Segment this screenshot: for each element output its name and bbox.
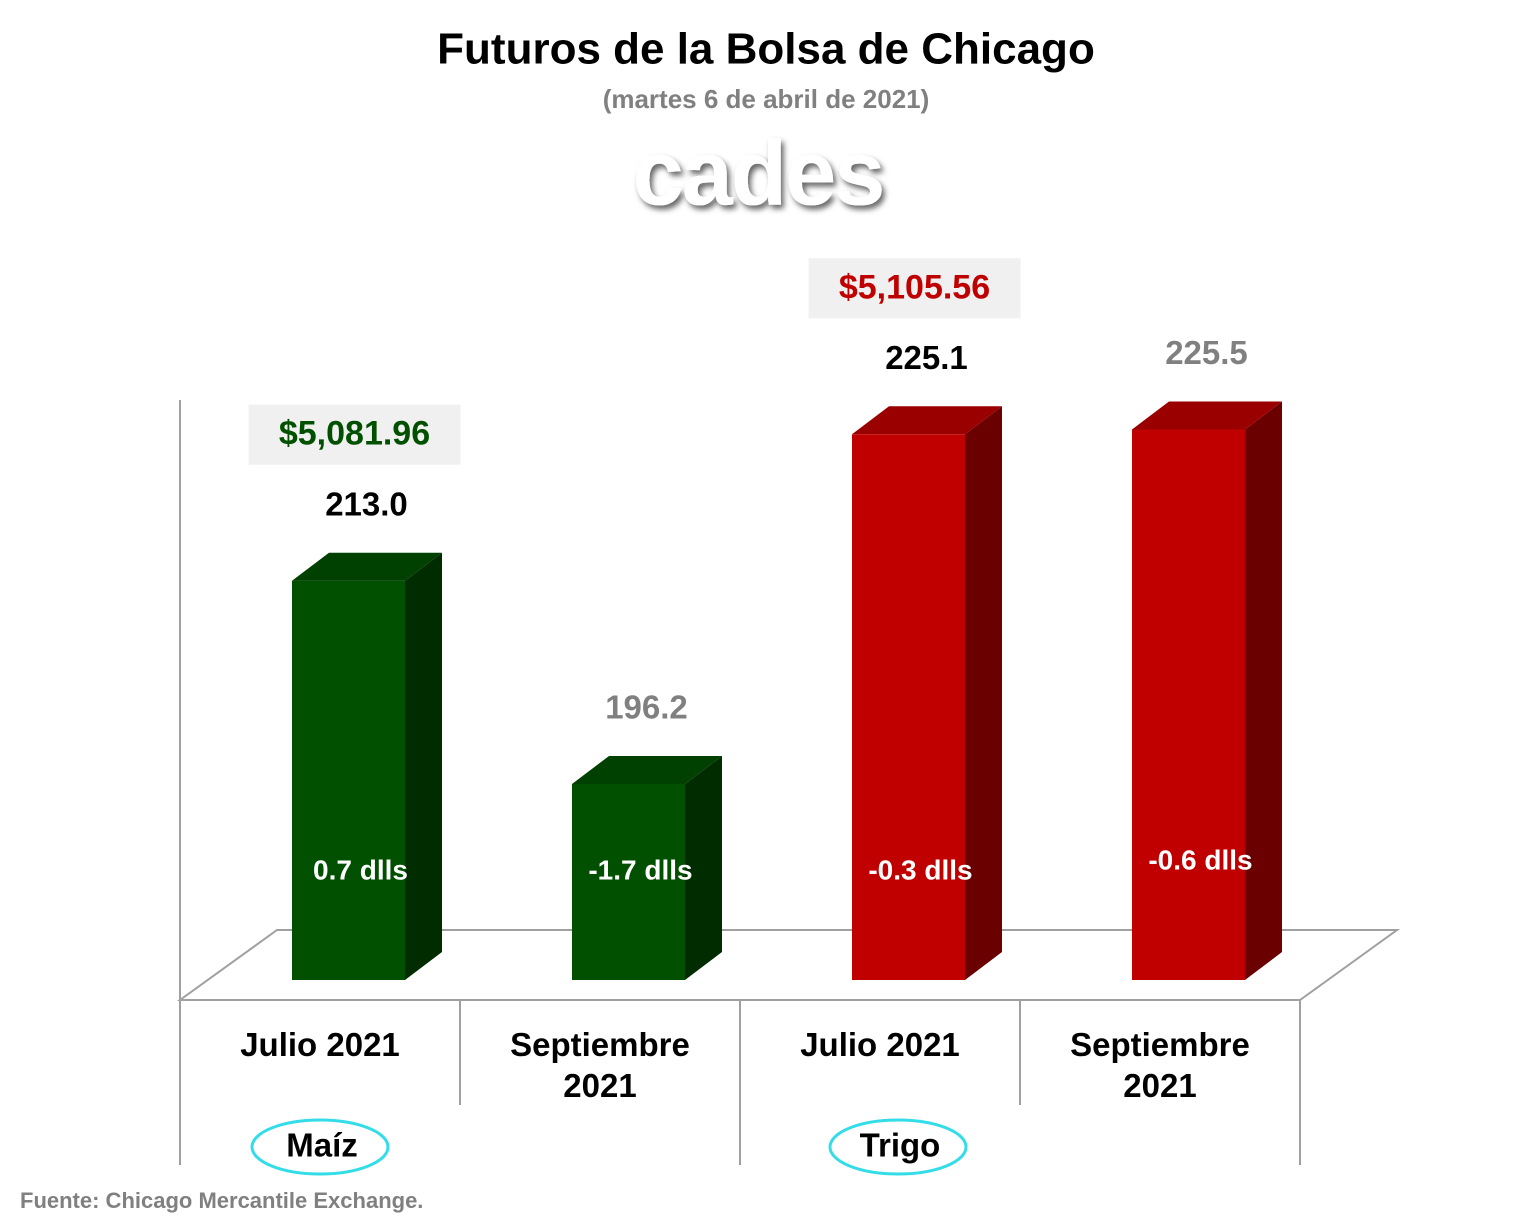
x-tick-label: Julio 2021 <box>800 1026 960 1063</box>
bar-top <box>572 755 722 784</box>
change-label: -0.3 dlls <box>868 854 972 885</box>
change-label: 0.7 dlls <box>313 854 408 885</box>
value-label: 213.0 <box>325 485 408 522</box>
price-box <box>248 404 461 465</box>
change-label: -1.7 dlls <box>588 854 692 885</box>
bar <box>852 434 965 980</box>
bar-top <box>852 406 1002 435</box>
group-label: Maíz <box>286 1127 358 1164</box>
logo: cades <box>633 122 884 224</box>
x-tick-label: Septiembre 2021 <box>510 1026 690 1104</box>
group-ellipse <box>828 1118 968 1176</box>
bar <box>572 783 685 980</box>
bar-top <box>292 552 442 581</box>
x-tick-label: Septiembre 2021 <box>1070 1026 1250 1104</box>
chart-title: Futuros de la Bolsa de Chicago <box>437 25 1095 74</box>
group-label: Trigo <box>860 1127 941 1164</box>
bar <box>1132 429 1245 980</box>
chart-subtitle: (martes 6 de abril de 2021) <box>603 84 930 114</box>
value-label: 225.1 <box>885 339 968 376</box>
price-label: $5,105.56 <box>839 268 990 306</box>
change-label: -0.6 dlls <box>1148 844 1252 875</box>
source-note: Fuente: Chicago Mercantile Exchange. <box>20 1188 423 1213</box>
bar-side <box>965 406 1002 980</box>
value-label: 196.2 <box>605 689 688 726</box>
bar <box>292 580 405 980</box>
bar-side <box>405 552 442 980</box>
group-ellipse <box>250 1118 390 1176</box>
axes-frame <box>176 400 1401 1165</box>
x-tick-label: Julio 2021 <box>240 1026 400 1063</box>
price-box <box>808 258 1021 319</box>
bar-side <box>685 755 722 980</box>
bar-side <box>1245 401 1282 980</box>
price-label: $5,081.96 <box>279 415 430 453</box>
bar-top <box>1132 401 1282 430</box>
value-label: 225.5 <box>1165 334 1248 371</box>
